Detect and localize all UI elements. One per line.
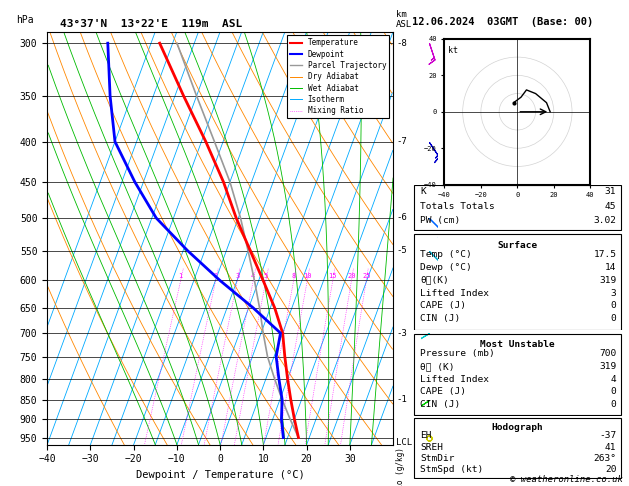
Text: 2: 2 <box>214 273 218 279</box>
Text: 0: 0 <box>611 301 616 311</box>
Text: CAPE (J): CAPE (J) <box>420 387 467 396</box>
Text: 4: 4 <box>611 375 616 383</box>
Text: CIN (J): CIN (J) <box>420 400 460 409</box>
Text: Lifted Index: Lifted Index <box>420 289 489 297</box>
Text: 3: 3 <box>235 273 240 279</box>
Text: 43°37'N  13°22'E  119m  ASL: 43°37'N 13°22'E 119m ASL <box>60 19 242 29</box>
Text: 5: 5 <box>264 273 268 279</box>
Text: 14: 14 <box>605 263 616 272</box>
Text: PW (cm): PW (cm) <box>420 216 460 225</box>
Text: K: K <box>420 188 426 196</box>
Text: Mixing Ratio (g/kg): Mixing Ratio (g/kg) <box>396 447 405 486</box>
Text: kt: kt <box>448 46 458 55</box>
Text: SREH: SREH <box>420 443 443 451</box>
Text: EH: EH <box>420 432 432 440</box>
Text: 3: 3 <box>611 289 616 297</box>
Text: 31: 31 <box>605 188 616 196</box>
Text: 1: 1 <box>179 273 183 279</box>
Text: Most Unstable: Most Unstable <box>480 341 555 349</box>
Text: StmSpd (kt): StmSpd (kt) <box>420 466 484 474</box>
Text: Surface: Surface <box>498 242 537 250</box>
Text: Dewp (°C): Dewp (°C) <box>420 263 472 272</box>
Text: StmDir: StmDir <box>420 454 455 463</box>
Text: 17.5: 17.5 <box>593 250 616 259</box>
Text: 263°: 263° <box>593 454 616 463</box>
Text: 0: 0 <box>611 400 616 409</box>
Text: Hodograph: Hodograph <box>491 423 543 433</box>
Text: -8: -8 <box>396 39 407 48</box>
Text: 3.02: 3.02 <box>593 216 616 225</box>
Text: 4: 4 <box>251 273 255 279</box>
Text: θᴄ (K): θᴄ (K) <box>420 362 455 371</box>
Text: 15: 15 <box>328 273 337 279</box>
Text: 12.06.2024  03GMT  (Base: 00): 12.06.2024 03GMT (Base: 00) <box>412 17 593 27</box>
Text: -5: -5 <box>396 246 407 255</box>
Text: -37: -37 <box>599 432 616 440</box>
Text: LCL: LCL <box>396 438 413 448</box>
Text: 0: 0 <box>611 387 616 396</box>
Text: Totals Totals: Totals Totals <box>420 202 495 210</box>
Text: 0: 0 <box>611 314 616 323</box>
Text: 10: 10 <box>303 273 311 279</box>
Text: CIN (J): CIN (J) <box>420 314 460 323</box>
Text: 700: 700 <box>599 349 616 358</box>
Text: -1: -1 <box>396 395 407 404</box>
Text: hPa: hPa <box>16 16 33 25</box>
X-axis label: Dewpoint / Temperature (°C): Dewpoint / Temperature (°C) <box>136 470 304 480</box>
Text: 20: 20 <box>605 466 616 474</box>
Text: Lifted Index: Lifted Index <box>420 375 489 383</box>
Text: 8: 8 <box>291 273 296 279</box>
Text: © weatheronline.co.uk: © weatheronline.co.uk <box>510 474 623 484</box>
Text: 25: 25 <box>362 273 370 279</box>
Text: θᴄ(K): θᴄ(K) <box>420 276 449 285</box>
Text: -7: -7 <box>396 137 407 146</box>
Text: 20: 20 <box>347 273 356 279</box>
Legend: Temperature, Dewpoint, Parcel Trajectory, Dry Adiabat, Wet Adiabat, Isotherm, Mi: Temperature, Dewpoint, Parcel Trajectory… <box>287 35 389 118</box>
Text: CAPE (J): CAPE (J) <box>420 301 467 311</box>
Text: km
ASL: km ASL <box>396 10 413 29</box>
Text: -3: -3 <box>396 329 407 338</box>
Text: -6: -6 <box>396 213 407 223</box>
Text: 41: 41 <box>605 443 616 451</box>
Text: 319: 319 <box>599 276 616 285</box>
Text: Temp (°C): Temp (°C) <box>420 250 472 259</box>
Text: Pressure (mb): Pressure (mb) <box>420 349 495 358</box>
Text: 45: 45 <box>605 202 616 210</box>
Text: 319: 319 <box>599 362 616 371</box>
